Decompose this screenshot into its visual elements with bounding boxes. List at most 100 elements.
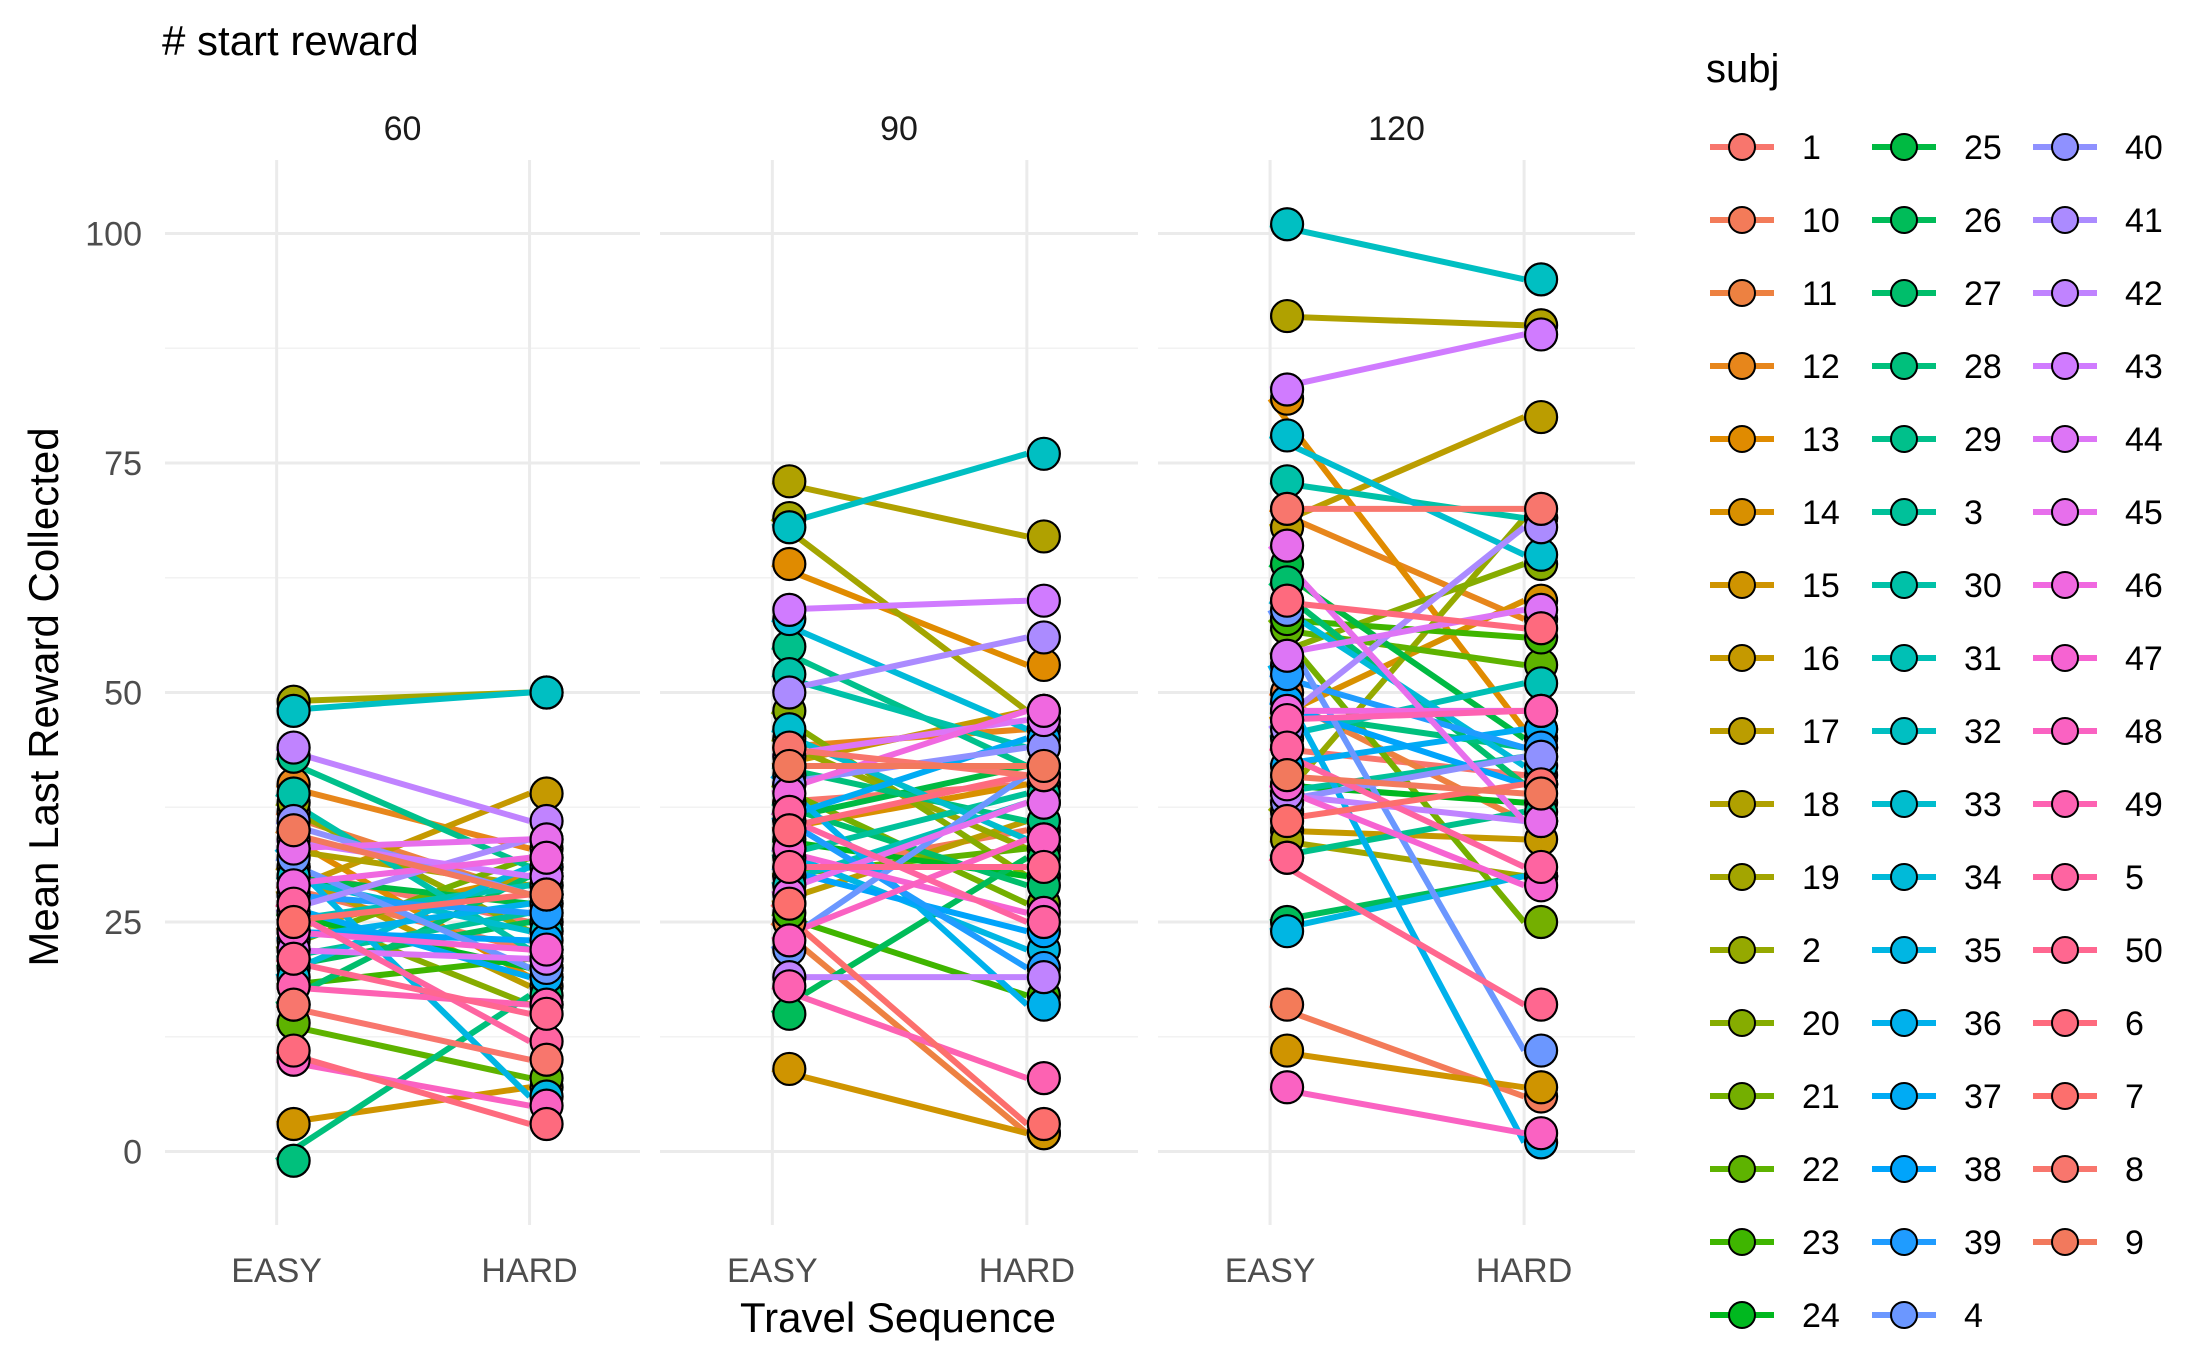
facet-panel-90: 90 EASY HARD bbox=[660, 110, 1138, 1290]
series-line-subj-29 bbox=[771, 643, 1029, 769]
legend-key-point bbox=[1728, 279, 1756, 307]
legend-label: 18 bbox=[1802, 786, 1840, 824]
legend-key-point bbox=[1728, 571, 1756, 599]
legend-item-37: 37 bbox=[1872, 1078, 2002, 1116]
legend-label: 20 bbox=[1802, 1005, 1840, 1043]
series-line-subj-45 bbox=[1267, 543, 1527, 824]
legend-label: 24 bbox=[1802, 1297, 1840, 1335]
series-line-subj-5 bbox=[275, 901, 531, 1045]
series-line-subj-43 bbox=[772, 597, 1027, 613]
legend-key-point bbox=[2051, 498, 2079, 526]
legend-label: 3 bbox=[1964, 494, 1983, 532]
legend-label: 46 bbox=[2125, 567, 2163, 605]
facet-panel-60: 60 EASY HARD 0 25 50 75 100 bbox=[85, 110, 640, 1290]
data-point-subj-9 bbox=[1026, 748, 1061, 784]
series-line-subj-30 bbox=[1269, 478, 1525, 522]
data-point-subj-49 bbox=[772, 969, 807, 1004]
data-point-subj-50 bbox=[1523, 987, 1559, 1022]
x-tick-label: HARD bbox=[481, 1252, 577, 1290]
data-point-subj-43 bbox=[1026, 583, 1061, 618]
legend-key-point bbox=[2051, 790, 2079, 818]
data-point-subj-15 bbox=[1269, 1033, 1305, 1068]
series-line-subj-15 bbox=[1269, 1047, 1525, 1091]
legend-item-19: 19 bbox=[1710, 859, 1840, 897]
data-point-subj-46 bbox=[529, 840, 564, 875]
facet-panels: 60 EASY HARD 0 25 50 75 100 90 EASY HARD 120 EASY HAR… bbox=[85, 110, 1635, 1290]
legend-item-17: 17 bbox=[1710, 713, 1840, 751]
data-point-subj-32 bbox=[1523, 262, 1559, 297]
data-point-subj-32 bbox=[772, 510, 807, 545]
legend-label: 39 bbox=[1964, 1224, 2002, 1262]
series-line-subj-49 bbox=[771, 983, 1028, 1081]
series-line-subj-41 bbox=[771, 634, 1028, 696]
series-line-subj-43 bbox=[1269, 331, 1525, 393]
legend-item-3: 3 bbox=[1872, 494, 1983, 532]
data-point-subj-42 bbox=[276, 730, 311, 765]
legend-label: 45 bbox=[2125, 494, 2163, 532]
series-line-subj-14 bbox=[1268, 597, 1526, 723]
legend-item-1: 1 bbox=[1710, 129, 1821, 167]
legend-label: 21 bbox=[1802, 1078, 1840, 1116]
series-line-subj-42 bbox=[275, 744, 531, 824]
legend-label: 34 bbox=[1964, 859, 2002, 897]
series-line-subj-48 bbox=[276, 1056, 531, 1109]
legend-item-25: 25 bbox=[1872, 129, 2002, 167]
legend-item-21: 21 bbox=[1710, 1078, 1840, 1116]
legend: 1 10 11 12 13 14 15 16 17 18 19 2 20 21 22 23 24 25 26 27 28… bbox=[1710, 129, 2163, 1335]
y-tick-label: 75 bbox=[104, 445, 142, 483]
legend-label: 8 bbox=[2125, 1151, 2144, 1189]
legend-label: 50 bbox=[2125, 932, 2163, 970]
legend-key-point bbox=[2051, 425, 2079, 453]
legend-item-28: 28 bbox=[1872, 348, 2002, 386]
legend-item-10: 10 bbox=[1710, 202, 1840, 240]
legend-label: 10 bbox=[1802, 202, 1840, 240]
data-point-subj-42 bbox=[1026, 960, 1061, 995]
legend-key-point bbox=[1728, 1228, 1756, 1256]
data-point-subj-41 bbox=[772, 675, 807, 710]
series-line-subj-32 bbox=[1269, 221, 1525, 283]
legend-item-16: 16 bbox=[1710, 640, 1840, 678]
legend-label: 47 bbox=[2125, 640, 2163, 678]
legend-label: 19 bbox=[1802, 859, 1840, 897]
legend-item-30: 30 bbox=[1872, 567, 2002, 605]
legend-item-47: 47 bbox=[2033, 640, 2163, 678]
x-tick-label: HARD bbox=[1476, 1252, 1572, 1290]
data-point-subj-45 bbox=[1269, 528, 1305, 563]
legend-label: 49 bbox=[2125, 786, 2163, 824]
series-line-subj-4 bbox=[275, 855, 531, 971]
legend-item-33: 33 bbox=[1872, 786, 2002, 824]
series-line-subj-9 bbox=[1269, 772, 1525, 797]
y-tick-label: 25 bbox=[104, 904, 142, 942]
series-line-subj-36 bbox=[1267, 663, 1527, 1144]
legend-label: 2 bbox=[1802, 932, 1821, 970]
data-point-subj-9 bbox=[1523, 776, 1559, 811]
data-point-subj-50 bbox=[276, 941, 311, 976]
data-point-subj-8 bbox=[276, 987, 311, 1022]
legend-item-31: 31 bbox=[1872, 640, 2002, 678]
legend-label: 14 bbox=[1802, 494, 1840, 532]
legend-label: 33 bbox=[1964, 786, 2002, 824]
legend-label: 35 bbox=[1964, 932, 2002, 970]
data-point-subj-32 bbox=[1269, 207, 1305, 242]
legend-item-39: 39 bbox=[1872, 1224, 2002, 1262]
data-point-subj-6 bbox=[276, 1033, 311, 1068]
legend-key-point bbox=[1890, 1155, 1918, 1183]
legend-key-point bbox=[2051, 1009, 2079, 1037]
legend-key-point bbox=[2051, 571, 2079, 599]
legend-key-point bbox=[1890, 790, 1918, 818]
data-point-subj-17 bbox=[1523, 399, 1559, 435]
legend-key-point bbox=[1728, 644, 1756, 672]
data-point-subj-43 bbox=[1269, 372, 1305, 407]
legend-label: 29 bbox=[1964, 421, 2002, 459]
legend-key-point bbox=[2051, 863, 2079, 891]
data-point-subj-8 bbox=[1269, 491, 1305, 526]
series-line-subj-11 bbox=[770, 919, 1029, 1136]
data-point-subj-50 bbox=[772, 849, 807, 885]
legend-key-point bbox=[1890, 936, 1918, 964]
legend-label: 44 bbox=[2125, 421, 2163, 459]
legend-label: 9 bbox=[2125, 1224, 2144, 1262]
series-line-subj-28 bbox=[771, 763, 1028, 824]
data-point-subj-32 bbox=[529, 675, 564, 710]
legend-item-49: 49 bbox=[2033, 786, 2163, 824]
